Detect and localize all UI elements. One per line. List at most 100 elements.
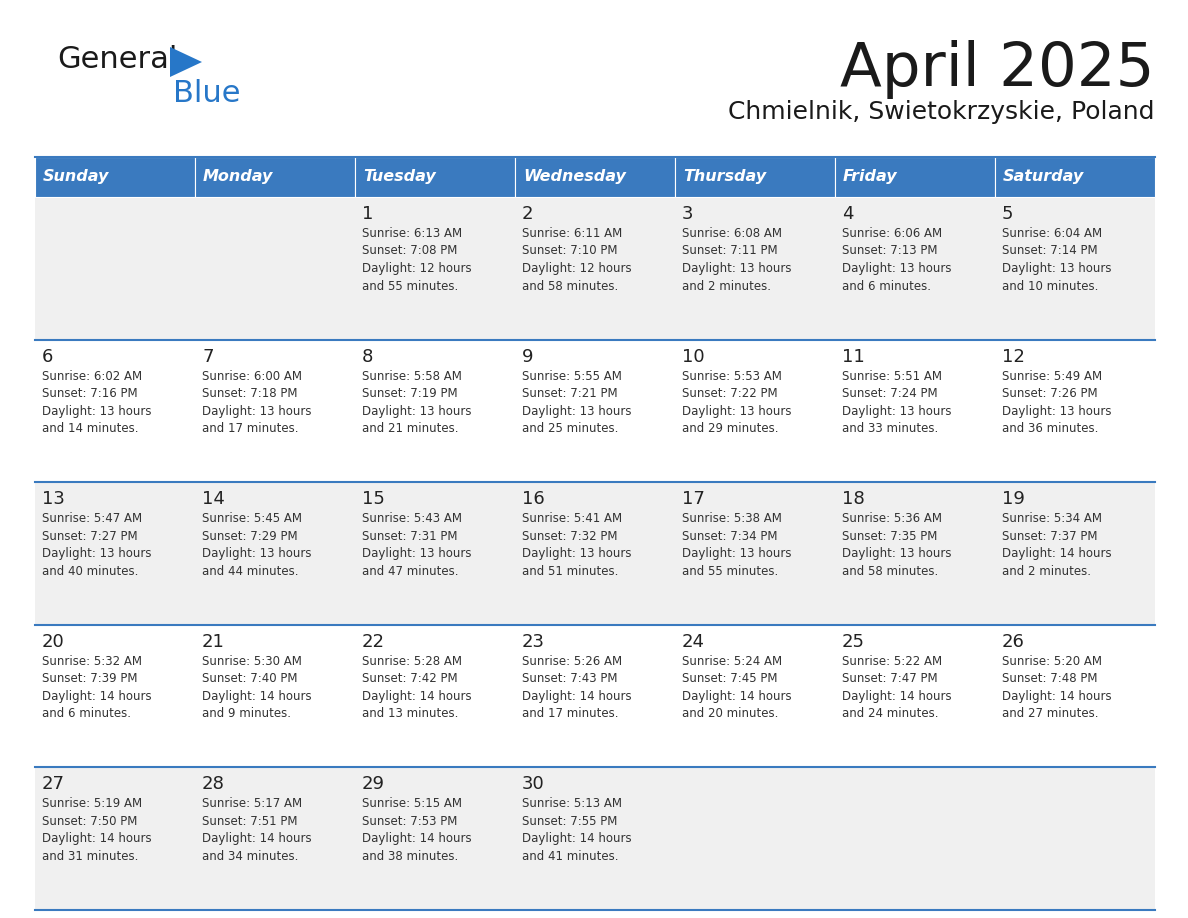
- Text: Daylight: 13 hours: Daylight: 13 hours: [42, 405, 152, 418]
- Text: 27: 27: [42, 776, 65, 793]
- Text: and 40 minutes.: and 40 minutes.: [42, 565, 138, 577]
- Text: Sunset: 7:40 PM: Sunset: 7:40 PM: [202, 672, 297, 686]
- Text: Sunset: 7:11 PM: Sunset: 7:11 PM: [682, 244, 778, 258]
- Bar: [34, 197, 1155, 340]
- Text: Sunrise: 5:55 AM: Sunrise: 5:55 AM: [522, 370, 621, 383]
- Text: Daylight: 13 hours: Daylight: 13 hours: [362, 405, 472, 418]
- Text: and 6 minutes.: and 6 minutes.: [842, 279, 931, 293]
- Text: 1: 1: [362, 205, 373, 223]
- Text: Daylight: 14 hours: Daylight: 14 hours: [202, 689, 311, 703]
- Text: Sunrise: 5:49 AM: Sunrise: 5:49 AM: [1001, 370, 1102, 383]
- Text: and 13 minutes.: and 13 minutes.: [362, 707, 459, 721]
- Text: 29: 29: [362, 776, 385, 793]
- Text: Daylight: 13 hours: Daylight: 13 hours: [682, 405, 791, 418]
- Text: Daylight: 13 hours: Daylight: 13 hours: [1001, 405, 1112, 418]
- Text: Sunset: 7:29 PM: Sunset: 7:29 PM: [202, 530, 298, 543]
- Text: Sunset: 7:42 PM: Sunset: 7:42 PM: [362, 672, 457, 686]
- Text: Sunrise: 5:34 AM: Sunrise: 5:34 AM: [1001, 512, 1102, 525]
- Text: Daylight: 13 hours: Daylight: 13 hours: [202, 547, 311, 560]
- Text: Chmielnik, Swietokrzyskie, Poland: Chmielnik, Swietokrzyskie, Poland: [728, 100, 1155, 124]
- Text: Daylight: 13 hours: Daylight: 13 hours: [202, 405, 311, 418]
- Text: Sunrise: 5:22 AM: Sunrise: 5:22 AM: [842, 655, 942, 667]
- Text: Daylight: 13 hours: Daylight: 13 hours: [842, 547, 952, 560]
- Text: Sunrise: 5:30 AM: Sunrise: 5:30 AM: [202, 655, 302, 667]
- Text: 5: 5: [1001, 205, 1013, 223]
- Text: Daylight: 14 hours: Daylight: 14 hours: [522, 833, 632, 845]
- Text: and 21 minutes.: and 21 minutes.: [362, 422, 459, 435]
- Text: Sunrise: 6:11 AM: Sunrise: 6:11 AM: [522, 227, 623, 240]
- Text: Daylight: 12 hours: Daylight: 12 hours: [522, 262, 632, 275]
- Text: Sunrise: 5:58 AM: Sunrise: 5:58 AM: [362, 370, 462, 383]
- Text: Sunset: 7:47 PM: Sunset: 7:47 PM: [842, 672, 937, 686]
- Text: Sunset: 7:51 PM: Sunset: 7:51 PM: [202, 815, 297, 828]
- Bar: [34, 340, 1155, 482]
- Text: and 9 minutes.: and 9 minutes.: [202, 707, 291, 721]
- Text: Saturday: Saturday: [1003, 170, 1085, 185]
- Text: 3: 3: [682, 205, 694, 223]
- Text: Sunset: 7:13 PM: Sunset: 7:13 PM: [842, 244, 937, 258]
- Text: Sunset: 7:45 PM: Sunset: 7:45 PM: [682, 672, 777, 686]
- Text: Sunday: Sunday: [43, 170, 109, 185]
- Text: 10: 10: [682, 348, 704, 365]
- Text: Sunset: 7:14 PM: Sunset: 7:14 PM: [1001, 244, 1098, 258]
- Text: Sunrise: 5:32 AM: Sunrise: 5:32 AM: [42, 655, 143, 667]
- Text: Sunrise: 5:28 AM: Sunrise: 5:28 AM: [362, 655, 462, 667]
- Text: Sunrise: 5:36 AM: Sunrise: 5:36 AM: [842, 512, 942, 525]
- Text: 23: 23: [522, 633, 545, 651]
- Text: and 31 minutes.: and 31 minutes.: [42, 850, 138, 863]
- Bar: [34, 157, 195, 197]
- Text: Sunrise: 6:13 AM: Sunrise: 6:13 AM: [362, 227, 462, 240]
- Text: Daylight: 13 hours: Daylight: 13 hours: [842, 405, 952, 418]
- Text: Daylight: 14 hours: Daylight: 14 hours: [42, 833, 152, 845]
- Text: 19: 19: [1001, 490, 1025, 509]
- Text: Sunset: 7:39 PM: Sunset: 7:39 PM: [42, 672, 138, 686]
- Text: and 2 minutes.: and 2 minutes.: [1001, 565, 1091, 577]
- Text: Sunset: 7:19 PM: Sunset: 7:19 PM: [362, 387, 457, 400]
- Polygon shape: [170, 47, 202, 77]
- Bar: [34, 767, 1155, 910]
- Text: Sunset: 7:18 PM: Sunset: 7:18 PM: [202, 387, 297, 400]
- Text: 2: 2: [522, 205, 533, 223]
- Text: 28: 28: [202, 776, 225, 793]
- Text: Daylight: 13 hours: Daylight: 13 hours: [682, 547, 791, 560]
- Text: Sunset: 7:08 PM: Sunset: 7:08 PM: [362, 244, 457, 258]
- Text: Sunrise: 5:24 AM: Sunrise: 5:24 AM: [682, 655, 782, 667]
- Text: Blue: Blue: [173, 79, 240, 108]
- Text: Daylight: 14 hours: Daylight: 14 hours: [362, 833, 472, 845]
- Text: and 58 minutes.: and 58 minutes.: [522, 279, 618, 293]
- Text: Sunset: 7:24 PM: Sunset: 7:24 PM: [842, 387, 937, 400]
- Text: Thursday: Thursday: [683, 170, 766, 185]
- Text: and 27 minutes.: and 27 minutes.: [1001, 707, 1099, 721]
- Text: Sunrise: 6:04 AM: Sunrise: 6:04 AM: [1001, 227, 1102, 240]
- Text: 7: 7: [202, 348, 214, 365]
- Text: Daylight: 13 hours: Daylight: 13 hours: [842, 262, 952, 275]
- Text: 30: 30: [522, 776, 545, 793]
- Text: 15: 15: [362, 490, 385, 509]
- Text: 25: 25: [842, 633, 865, 651]
- Text: Daylight: 14 hours: Daylight: 14 hours: [362, 689, 472, 703]
- Text: Sunrise: 5:26 AM: Sunrise: 5:26 AM: [522, 655, 623, 667]
- Bar: [675, 157, 835, 197]
- Text: Tuesday: Tuesday: [364, 170, 436, 185]
- Text: and 36 minutes.: and 36 minutes.: [1001, 422, 1099, 435]
- Text: 22: 22: [362, 633, 385, 651]
- Text: 21: 21: [202, 633, 225, 651]
- Text: and 44 minutes.: and 44 minutes.: [202, 565, 298, 577]
- Text: Daylight: 14 hours: Daylight: 14 hours: [202, 833, 311, 845]
- Text: 17: 17: [682, 490, 704, 509]
- Text: Sunset: 7:16 PM: Sunset: 7:16 PM: [42, 387, 138, 400]
- Bar: [34, 625, 1155, 767]
- Text: 4: 4: [842, 205, 853, 223]
- Text: Sunrise: 5:41 AM: Sunrise: 5:41 AM: [522, 512, 623, 525]
- Text: Sunset: 7:32 PM: Sunset: 7:32 PM: [522, 530, 618, 543]
- Text: Daylight: 14 hours: Daylight: 14 hours: [42, 689, 152, 703]
- Text: Sunset: 7:48 PM: Sunset: 7:48 PM: [1001, 672, 1098, 686]
- Text: Sunset: 7:27 PM: Sunset: 7:27 PM: [42, 530, 138, 543]
- Bar: [516, 157, 675, 197]
- Bar: [195, 157, 355, 197]
- Text: Sunset: 7:55 PM: Sunset: 7:55 PM: [522, 815, 618, 828]
- Text: and 29 minutes.: and 29 minutes.: [682, 422, 778, 435]
- Text: and 47 minutes.: and 47 minutes.: [362, 565, 459, 577]
- Bar: [355, 157, 516, 197]
- Text: Sunrise: 5:15 AM: Sunrise: 5:15 AM: [362, 798, 462, 811]
